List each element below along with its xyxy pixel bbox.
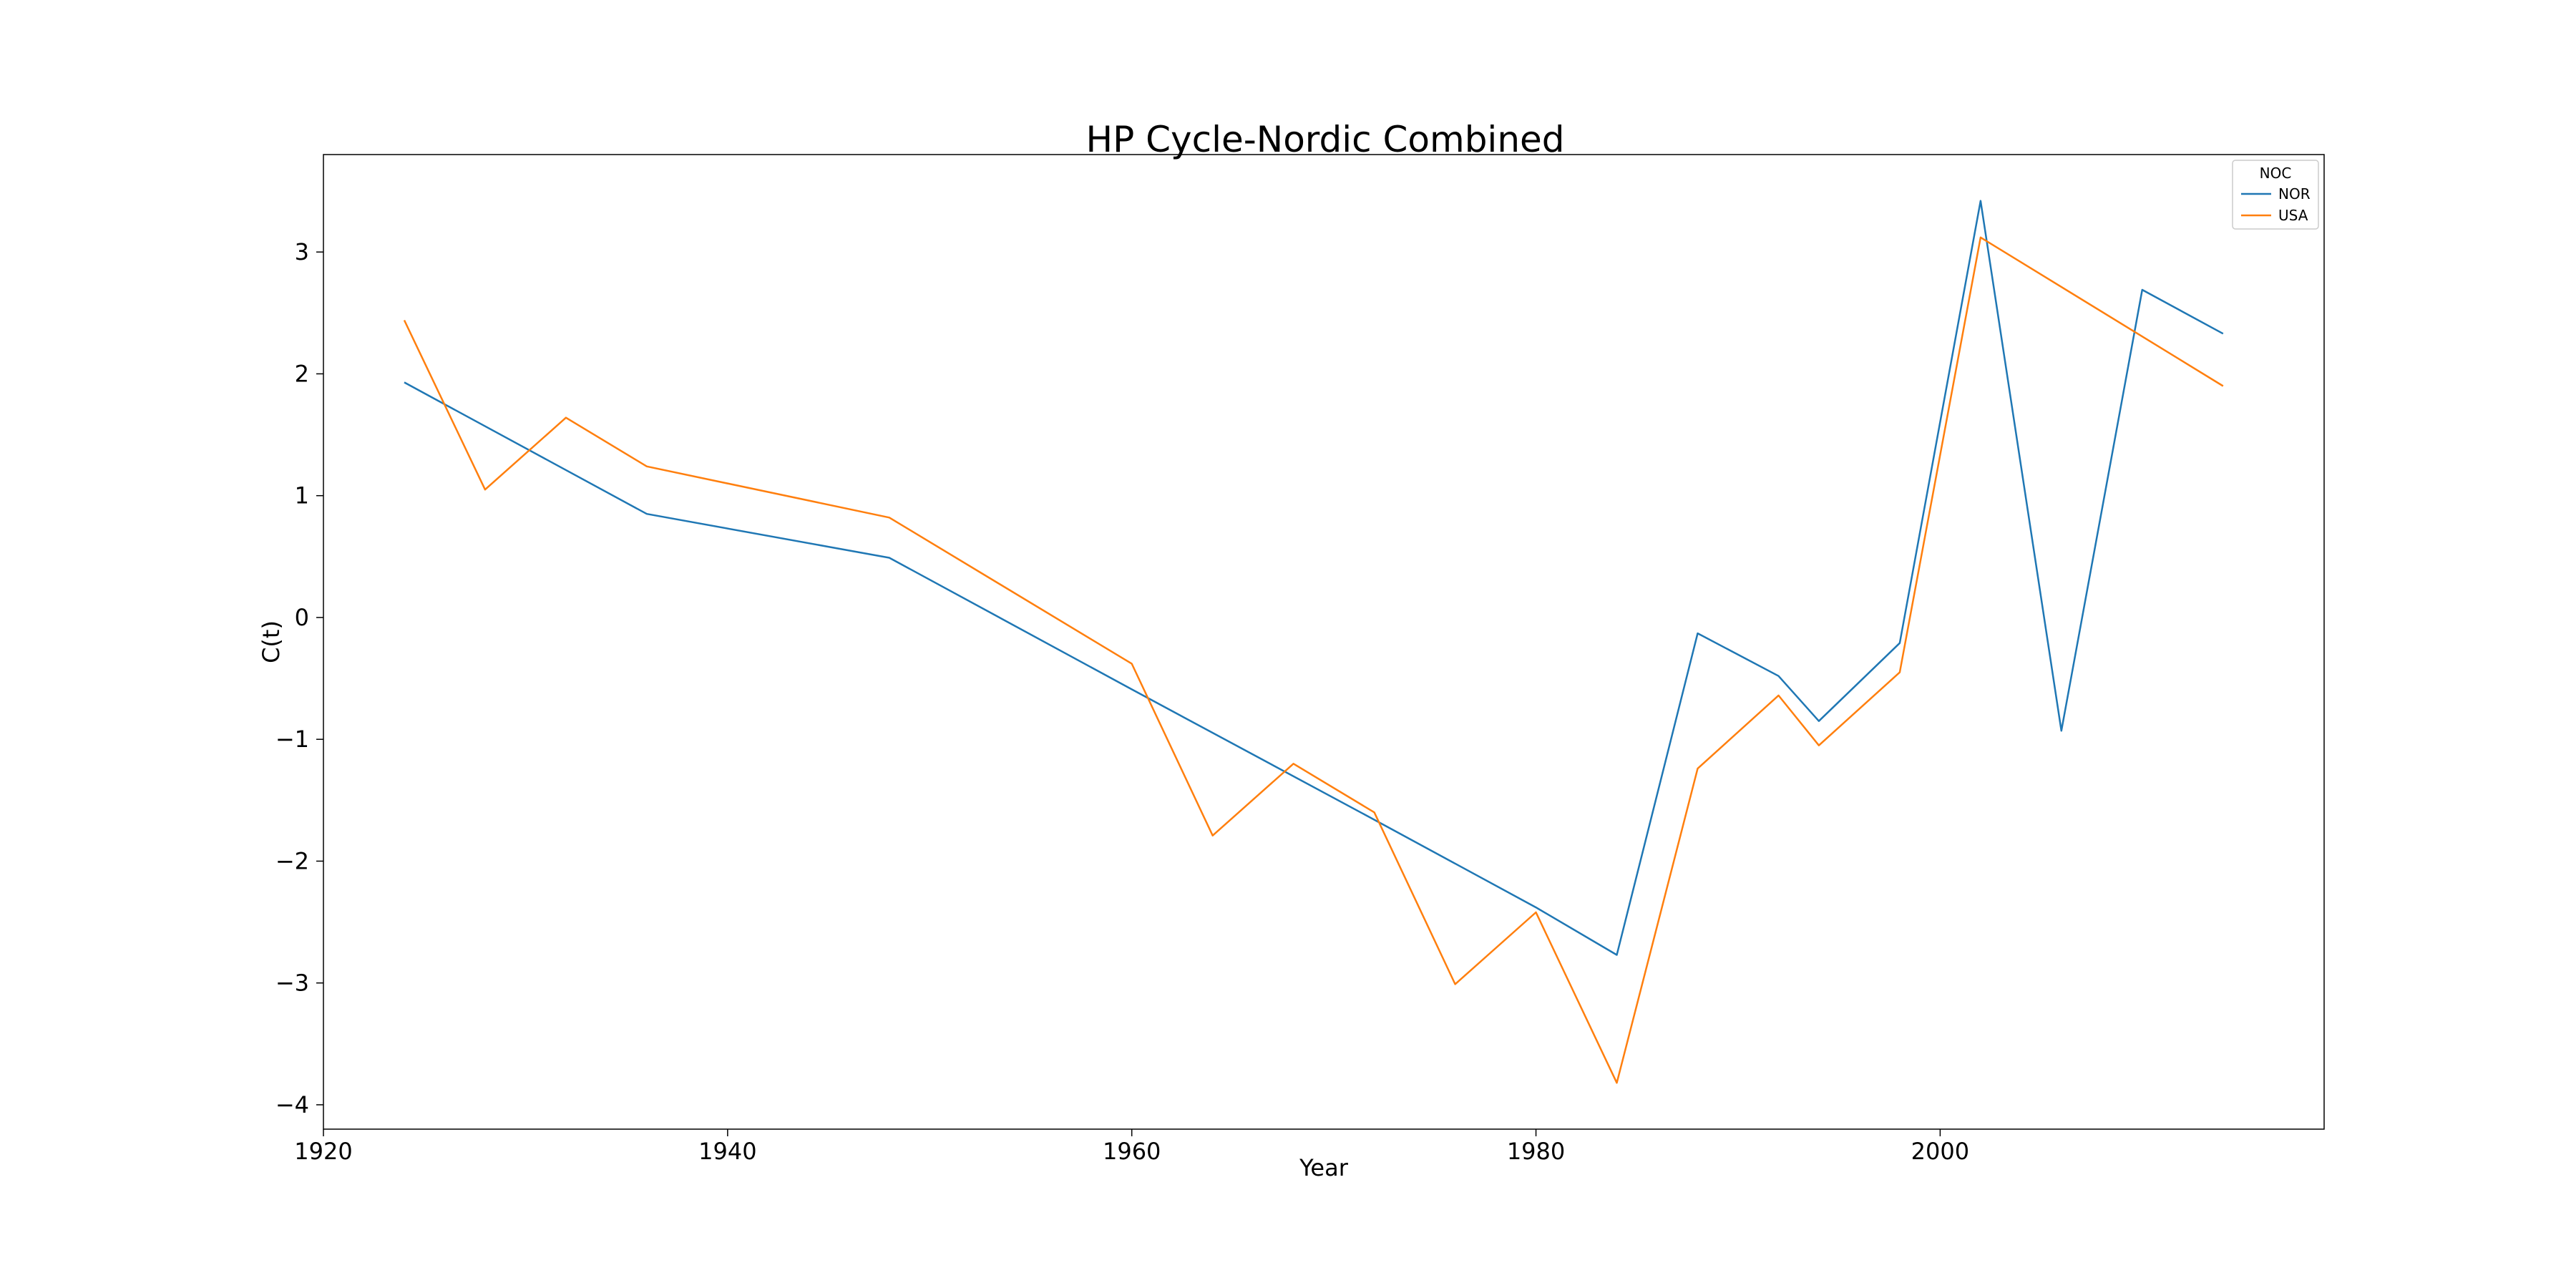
x-axis-label: Year bbox=[1299, 1154, 1349, 1181]
y-tick-label-0: 0 bbox=[295, 604, 309, 631]
series-line-usa bbox=[403, 236, 2224, 1084]
x-tick-label-1920: 1920 bbox=[294, 1138, 352, 1165]
y-tick-label-2: 2 bbox=[295, 360, 309, 387]
y-axis-label: C(t) bbox=[258, 620, 285, 663]
x-tick-label-1960: 1960 bbox=[1103, 1138, 1161, 1165]
series-line-nor bbox=[404, 200, 2224, 956]
plot-frame bbox=[323, 154, 2325, 1130]
x-tick-label-1940: 1940 bbox=[698, 1138, 756, 1165]
legend-title: NOC bbox=[2260, 165, 2292, 182]
y-tick-label--1: −1 bbox=[275, 726, 309, 753]
y-tick-label--4: −4 bbox=[275, 1091, 309, 1118]
legend-label-usa: USA bbox=[2278, 207, 2308, 224]
y-tick-label--2: −2 bbox=[275, 847, 309, 874]
legend-frame bbox=[2232, 160, 2319, 230]
x-tick-label-2000: 2000 bbox=[1911, 1138, 1969, 1165]
legend-label-nor: NOR bbox=[2278, 185, 2311, 203]
plot-area bbox=[403, 200, 2224, 1084]
legend: NOC NOR USA bbox=[2232, 160, 2319, 230]
x-tick-label-1980: 1980 bbox=[1507, 1138, 1565, 1165]
chart-title: HP Cycle-Nordic Combined bbox=[1085, 119, 1564, 160]
y-tick-label-3: 3 bbox=[295, 238, 309, 265]
y-tick-label-1: 1 bbox=[295, 482, 309, 509]
y-tick-label--3: −3 bbox=[275, 970, 309, 997]
